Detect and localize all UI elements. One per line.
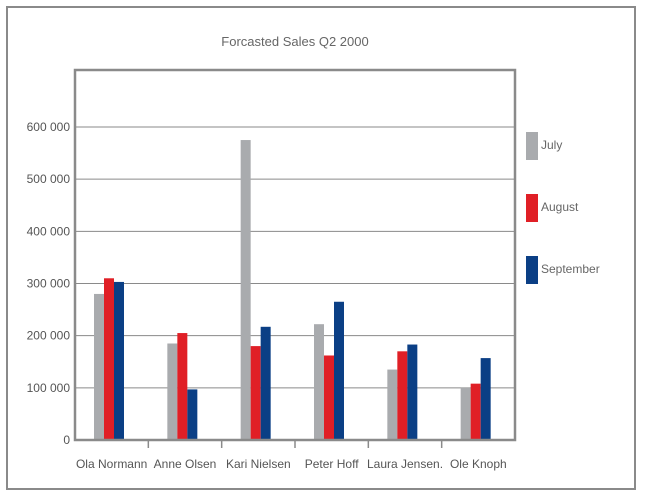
bar-july-laura-jensen [387, 369, 398, 440]
bar-july-ole-knoph [460, 387, 471, 440]
bar-august-anne-olsen [177, 333, 188, 440]
bar-september-ole-knoph [480, 358, 491, 440]
bar-august-ole-knoph [470, 383, 481, 440]
bar-august-ola-normann [104, 278, 114, 440]
legend-swatch-july [526, 132, 538, 160]
bar-august-kari-nielsen [250, 346, 261, 440]
bar-august-peter-hoff [324, 355, 334, 440]
bar-july-ola-normann [94, 293, 104, 440]
gridlines [75, 126, 515, 389]
y-tick-label: 100 000 [27, 381, 71, 395]
y-tick-label: 400 000 [27, 224, 71, 238]
bars [94, 140, 491, 440]
bar-september-laura-jensen [407, 344, 418, 440]
legend-swatch-august [526, 194, 538, 222]
bar-september-ola-normann [114, 281, 124, 440]
bar-september-kari-nielsen [260, 326, 271, 440]
x-tick-label: Kari Nielsen [226, 457, 291, 471]
x-axis-ticks: Ola Normann Anne Olsen Kari Nielsen Peter H… [76, 440, 507, 471]
legend-label-august: August [541, 200, 579, 214]
y-tick-label: 600 000 [27, 120, 71, 134]
bar-september-peter-hoff [334, 301, 344, 440]
legend-label-july: July [541, 138, 562, 152]
legend-swatch-september [526, 256, 538, 284]
bar-september-anne-olsen [187, 389, 198, 440]
x-tick-label: Anne Olsen [154, 457, 217, 471]
y-tick-label: 300 000 [27, 277, 71, 291]
bar-july-kari-nielsen [240, 140, 251, 440]
bar-july-anne-olsen [167, 343, 178, 440]
bar-august-laura-jensen [397, 351, 408, 440]
x-tick-label: Peter Hoff [305, 457, 359, 471]
legend: July August September [526, 132, 600, 284]
bar-july-peter-hoff [314, 324, 324, 440]
x-tick-label: Ola Normann [76, 457, 147, 471]
legend-label-september: September [541, 262, 600, 276]
x-tick-label: Laura Jensen. [367, 457, 443, 471]
x-tick-label: Ole Knoph [450, 457, 507, 471]
y-tick-label: 200 000 [27, 329, 71, 343]
plot-area-border [73, 68, 517, 442]
y-tick-label: 500 000 [27, 172, 71, 186]
y-tick-label: 0 [63, 433, 70, 447]
y-axis-ticks: 0 100 000 200 000 300 000 400 000 500 000 600 … [27, 120, 71, 447]
chart-title: Forcasted Sales Q2 2000 [221, 34, 368, 49]
